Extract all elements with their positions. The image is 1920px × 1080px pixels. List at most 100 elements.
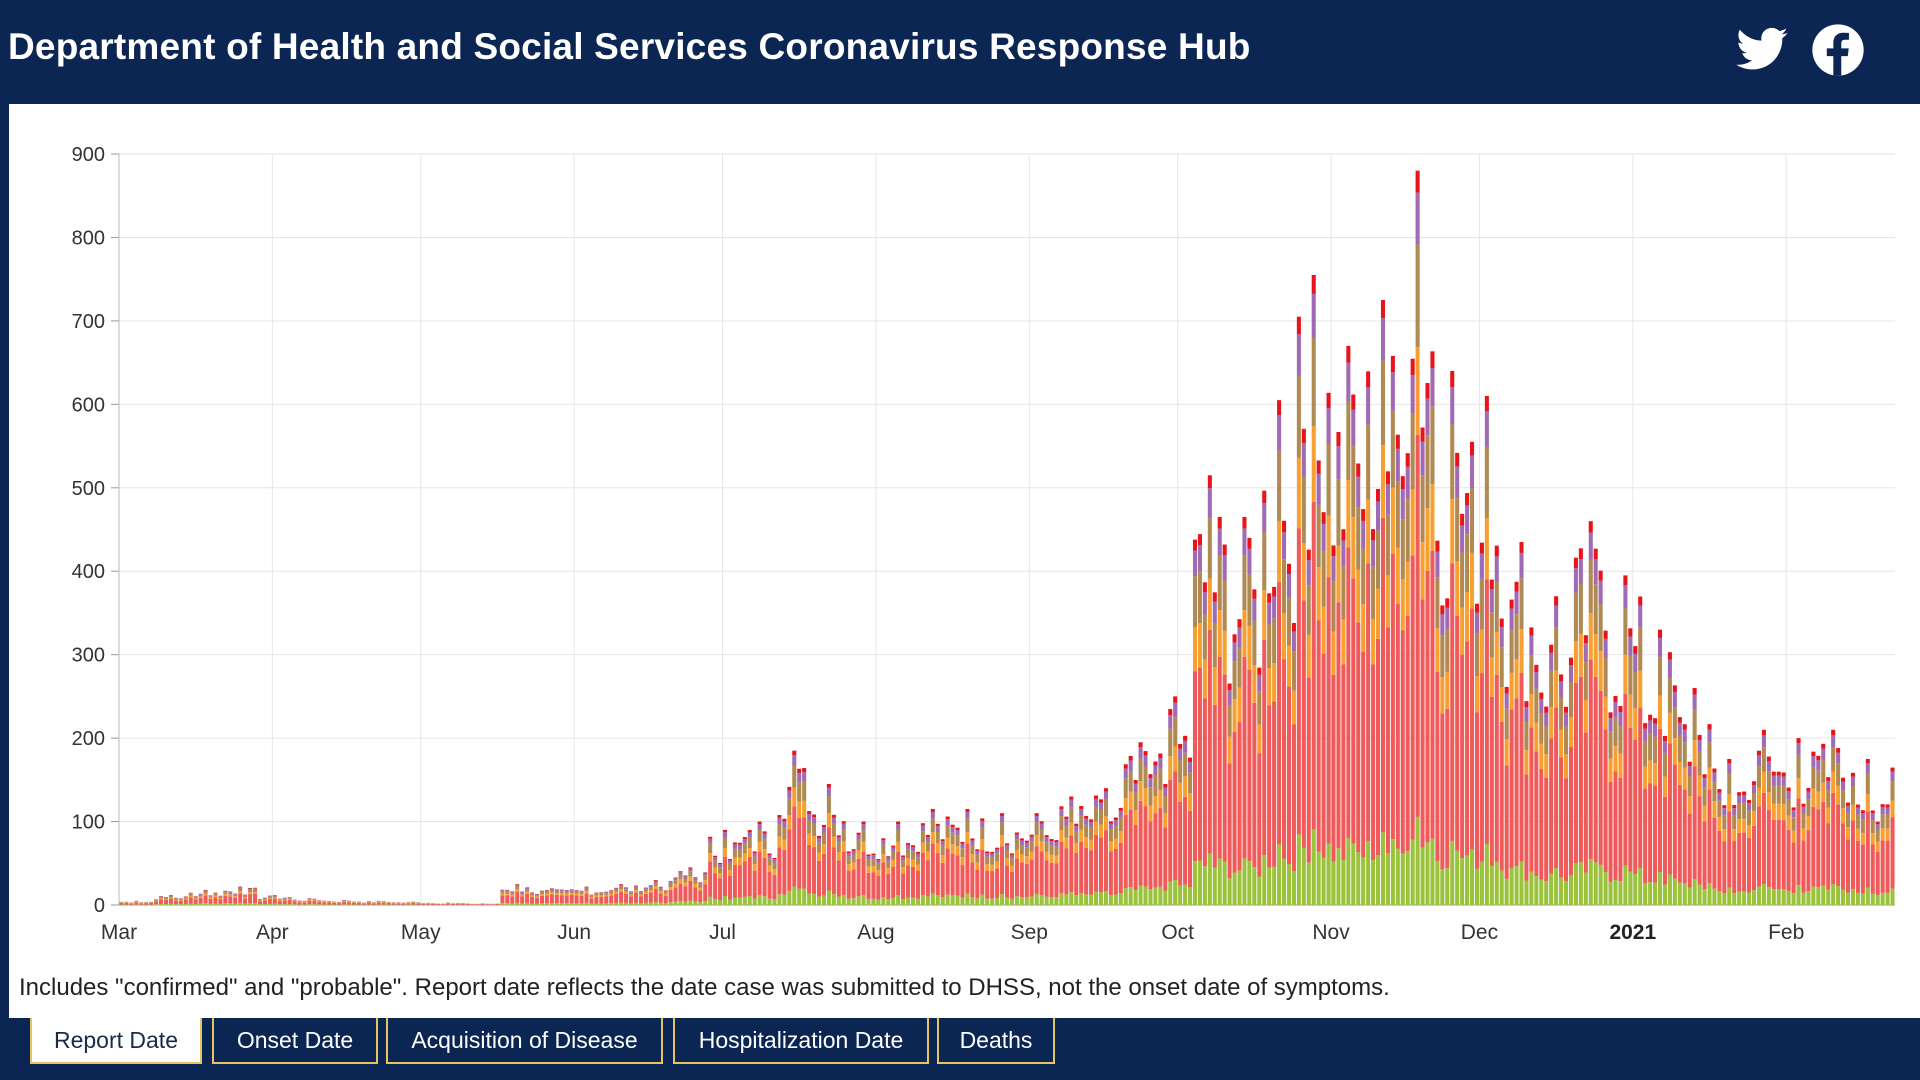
bar-segment xyxy=(1286,686,1292,865)
bar-segment xyxy=(1603,696,1608,730)
bar-segment xyxy=(851,854,856,863)
bar-segment xyxy=(292,900,297,902)
bar-segment xyxy=(975,869,980,899)
bar-segment xyxy=(698,882,703,884)
bar-segment xyxy=(1445,598,1450,608)
bar-segment xyxy=(653,888,658,902)
bar-segment xyxy=(361,903,366,905)
bar-segment xyxy=(915,871,920,899)
bar-segment xyxy=(945,816,950,820)
bar-segment xyxy=(1776,771,1781,776)
bar-segment xyxy=(1756,886,1761,905)
bar-segment xyxy=(1455,615,1460,851)
bar-segment xyxy=(1272,866,1277,905)
bar-segment xyxy=(826,890,831,905)
bar-segment xyxy=(1405,466,1410,499)
bar-segment xyxy=(515,884,520,887)
bar-segment xyxy=(1796,738,1801,744)
bar-segment xyxy=(1301,600,1306,848)
bar-segment xyxy=(584,902,589,905)
bar-segment xyxy=(1732,805,1737,809)
bar-segment xyxy=(1009,854,1014,859)
bar-segment xyxy=(1420,441,1425,476)
bar-segment xyxy=(1113,838,1118,849)
bar-segment xyxy=(1791,893,1796,905)
bar-segment xyxy=(1563,754,1569,779)
facebook-icon[interactable] xyxy=(1810,22,1866,78)
bar-segment xyxy=(302,901,307,903)
bar-segment xyxy=(782,894,787,905)
twitter-icon[interactable] xyxy=(1734,22,1790,78)
bar-segment xyxy=(1860,810,1865,814)
bar-segment xyxy=(287,897,292,899)
bar-segment xyxy=(1059,809,1064,817)
bar-segment xyxy=(1712,888,1717,905)
bar-segment xyxy=(673,884,678,888)
bar-segment xyxy=(1519,542,1524,553)
x-tick-label: May xyxy=(401,921,441,944)
bar-segment xyxy=(821,844,826,854)
bar-segment xyxy=(653,879,658,881)
tab-onset-date[interactable]: Onset Date xyxy=(212,1018,378,1064)
bar-segment xyxy=(891,859,896,868)
tab-report-date[interactable]: Report Date xyxy=(30,1018,202,1064)
tab-deaths[interactable]: Deaths xyxy=(937,1018,1055,1064)
bar-segment xyxy=(1376,530,1381,589)
bar-segment xyxy=(539,894,545,896)
bar-segment xyxy=(1410,839,1415,905)
bar-segment xyxy=(1831,747,1836,772)
bar-segment xyxy=(693,877,698,879)
bar-segment xyxy=(1395,547,1400,605)
bar-segment xyxy=(1479,629,1484,674)
tab-hospitalization-date[interactable]: Hospitalization Date xyxy=(673,1018,929,1064)
bar-segment xyxy=(970,838,975,841)
bar-segment xyxy=(297,904,302,905)
bar-segment xyxy=(688,868,693,872)
bar-segment xyxy=(1667,652,1672,660)
bar-segment xyxy=(1845,827,1851,840)
bar-segment xyxy=(1153,775,1158,796)
bar-segment xyxy=(1559,729,1564,758)
bar-segment xyxy=(1004,858,1010,866)
bar-segment xyxy=(1425,508,1430,571)
bar-segment xyxy=(713,857,718,861)
bar-segment xyxy=(1608,718,1613,732)
bar-segment xyxy=(792,886,797,905)
bar-segment xyxy=(1563,778,1569,882)
bar-segment xyxy=(530,895,535,897)
bar-segment xyxy=(248,892,253,895)
bar-segment xyxy=(1806,830,1811,891)
bar-segment xyxy=(1183,740,1188,753)
bar-segment xyxy=(1371,540,1376,567)
bar-segment xyxy=(218,903,223,905)
bar-segment xyxy=(1816,887,1821,905)
bar-segment xyxy=(1722,815,1727,830)
bar-segment xyxy=(500,895,505,904)
bar-segment xyxy=(1860,819,1865,833)
bar-segment xyxy=(1494,861,1499,905)
bar-segment xyxy=(1019,862,1024,897)
bar-segment xyxy=(1529,655,1534,695)
bar-segment xyxy=(619,902,624,905)
y-tick-label: 800 xyxy=(72,227,105,249)
bar-segment xyxy=(1188,762,1193,773)
bar-segment xyxy=(1732,829,1737,842)
bar-segment xyxy=(282,898,287,899)
bar-segment xyxy=(1346,547,1351,838)
bar-segment xyxy=(628,891,634,893)
bar-segment xyxy=(525,887,530,888)
bar-segment xyxy=(1430,406,1435,485)
bar-segment xyxy=(619,891,624,903)
bar-segment xyxy=(1638,867,1643,905)
bar-segment xyxy=(1272,596,1277,619)
bar-segment xyxy=(935,826,940,832)
tab-acquisition-of-disease[interactable]: Acquisition of Disease xyxy=(386,1018,663,1064)
bar-segment xyxy=(812,823,817,837)
bar-segment xyxy=(1519,672,1524,862)
bar-segment xyxy=(1539,769,1544,880)
bar-segment xyxy=(990,864,995,872)
bar-segment xyxy=(925,851,930,861)
bar-segment xyxy=(1019,854,1024,863)
bar-segment xyxy=(1212,601,1217,624)
bar-segment xyxy=(980,894,985,905)
